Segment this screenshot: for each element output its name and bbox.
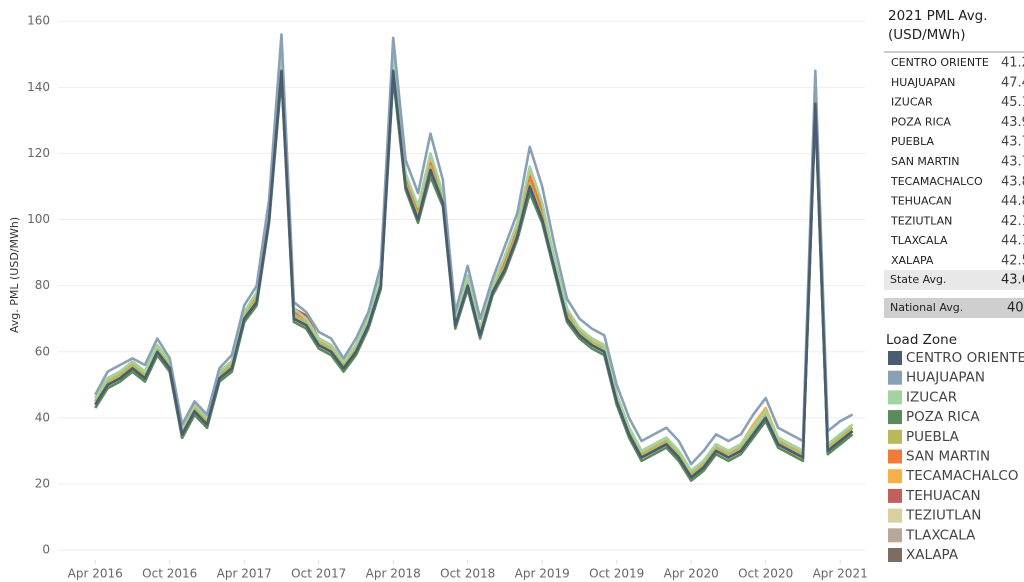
legend-label: IZUCAR: [906, 389, 957, 405]
series-line: [94, 33, 854, 466]
y-tick-label: 40: [35, 410, 50, 424]
legend-title: Load Zone: [886, 332, 957, 348]
table-zone: HUAJUAPAN: [891, 76, 955, 89]
legend-label: TLAXCALA: [905, 527, 976, 543]
legend-label: TEHUACAN: [905, 488, 981, 504]
national-row-bg: [884, 298, 1024, 318]
national-label: National Avg.: [890, 301, 963, 314]
table-zone: TLAXCALA: [890, 234, 948, 247]
table-value: 42.1: [1001, 214, 1024, 229]
x-tick-label: Apr 2018: [366, 567, 421, 581]
table-value: 43.8: [1001, 174, 1024, 189]
legend-label: CENTRO ORIENTE: [906, 350, 1024, 366]
table-zone: TECAMACHALCO: [890, 175, 983, 188]
legend-label: PUEBLA: [906, 429, 960, 445]
table-value: 43.9: [1001, 115, 1024, 130]
x-tick-label: Oct 2017: [291, 567, 346, 581]
legend-swatch: [888, 508, 902, 523]
table-zone: IZUCAR: [891, 96, 933, 109]
legend-label: TECAMACHALCO: [905, 468, 1018, 484]
table-title: 2021 PML Avg.: [888, 8, 988, 24]
table-zone: CENTRO ORIENTE: [891, 56, 989, 69]
table-title: (USD/MWh): [888, 27, 965, 43]
table-zone: POZA RICA: [891, 115, 951, 128]
x-tick-label: Apr 2019: [515, 567, 570, 581]
table-value: 47.4: [1001, 75, 1024, 90]
table-zone: TEZIUTLAN: [890, 214, 952, 227]
x-tick-label: Apr 2017: [217, 567, 272, 581]
x-tick-label: Oct 2018: [440, 567, 495, 581]
state-label: State Avg.: [890, 273, 946, 286]
table-value: 44.8: [1001, 194, 1024, 209]
national-value: 40.5: [1007, 301, 1024, 316]
legend-label: SAN MARTIN: [906, 449, 990, 465]
legend-swatch: [888, 528, 902, 543]
legend-swatch: [888, 488, 902, 503]
x-tick-label: Oct 2019: [589, 567, 644, 581]
legend-swatch: [888, 449, 902, 464]
table-value: 41.2: [1001, 56, 1024, 71]
table-zone: SAN MARTIN: [891, 155, 960, 168]
y-axis-label: Avg. PML (USD/MWh): [8, 217, 21, 333]
table-value: 44.1: [1001, 234, 1024, 249]
table-zone: PUEBLA: [891, 135, 935, 148]
y-tick-label: 140: [27, 80, 50, 94]
x-tick-label: Apr 2021: [813, 567, 868, 581]
y-tick-label: 160: [27, 14, 50, 28]
legend-swatch: [888, 469, 902, 484]
table-value: 42.5: [1001, 254, 1024, 269]
table-zone: TEHUACAN: [890, 195, 952, 208]
x-tick-label: Oct 2016: [142, 567, 197, 581]
x-tick-label: Apr 2020: [664, 567, 719, 581]
legend-swatch: [888, 351, 902, 365]
x-tick-label: Oct 2020: [738, 567, 793, 581]
y-tick-label: 0: [42, 543, 50, 557]
legend-label: POZA RICA: [906, 409, 980, 425]
table-value: 45.1: [1001, 95, 1024, 110]
x-tick-label: Apr 2016: [68, 567, 123, 581]
state-row-bg: [884, 270, 1024, 290]
legend-swatch: [888, 370, 902, 385]
series-line: [94, 52, 854, 473]
table-value: 43.7: [1001, 155, 1024, 170]
legend-swatch: [888, 429, 902, 444]
y-tick-label: 20: [35, 476, 50, 490]
y-tick-label: 120: [27, 146, 50, 160]
y-tick-label: 80: [35, 278, 50, 292]
table-zone: XALAPA: [891, 254, 934, 267]
legend-swatch: [888, 548, 902, 562]
table-value: 43.7: [1001, 135, 1024, 150]
legend-swatch: [888, 410, 902, 425]
legend-label: HUAJUAPAN: [906, 370, 985, 386]
legend-label: TEZIUTLAN: [905, 508, 981, 524]
y-tick-label: 60: [35, 344, 50, 358]
legend-swatch: [888, 390, 902, 405]
legend-label: XALAPA: [906, 547, 959, 563]
state-value: 43.6: [1001, 273, 1024, 288]
series-line: [94, 69, 854, 479]
y-tick-label: 100: [27, 212, 50, 226]
